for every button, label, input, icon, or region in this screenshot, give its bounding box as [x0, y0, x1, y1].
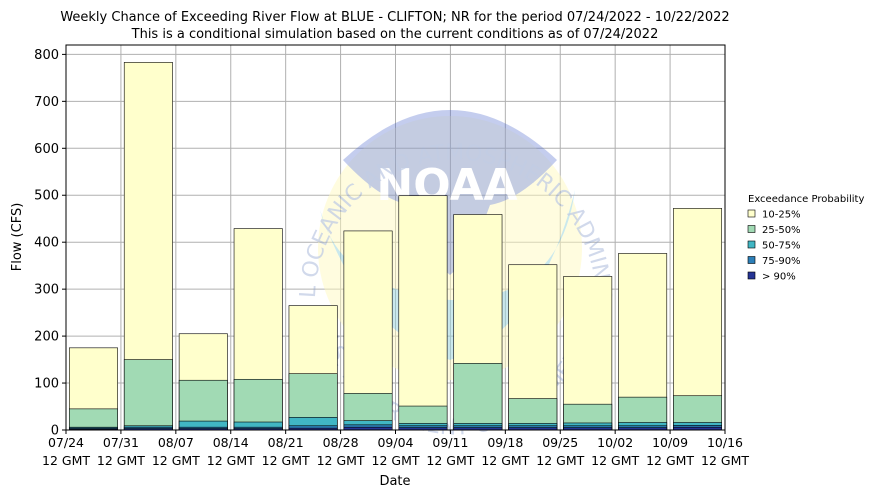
chart-title: Weekly Chance of Exceeding River Flow at…: [60, 10, 729, 25]
legend-label-5: > 90%: [762, 272, 796, 283]
x-tick-label-time-12: 12 GMT: [701, 453, 749, 468]
y-axis-ticks: 0 100 200 300 400 500 600 700 800: [34, 48, 66, 439]
y-axis-label: Flow (CFS): [10, 203, 25, 272]
y-tick-label-4: 400: [34, 236, 59, 251]
watermark-bird-shape: [343, 110, 557, 275]
y-tick-label-7: 700: [34, 95, 59, 110]
y-tick-label-3: 300: [34, 283, 59, 298]
x-tick-label-time-6: 12 GMT: [372, 453, 420, 468]
x-tick-label-time-10: 12 GMT: [591, 453, 639, 468]
x-tick-label-time-0: 12 GMT: [42, 453, 90, 468]
y-tick-label-1: 100: [34, 377, 59, 392]
x-tick-label-time-2: 12 GMT: [152, 453, 200, 468]
legend-swatch-1: [747, 209, 756, 218]
x-tick-label-time-4: 12 GMT: [262, 453, 310, 468]
x-tick-label-date-9: 09/25: [542, 435, 578, 450]
x-tick-label-time-1: 12 GMT: [97, 453, 145, 468]
x-tick-label-time-7: 12 GMT: [426, 453, 474, 468]
bar-week-2-series-2: [123, 359, 173, 431]
bar-week-1-series-2: [68, 408, 118, 431]
legend-swatch-3: [747, 240, 756, 249]
x-axis-ticks: 07/24 12 GMT 07/31 12 GMT 08/07 12 GMT 08/14 12…: [42, 430, 749, 468]
x-tick-label-date-11: 10/09: [652, 435, 688, 450]
x-tick-label-date-10: 10/02: [597, 435, 633, 450]
legend-title: Exceedance Probability: [748, 194, 864, 205]
legend-swatch-2: [747, 225, 756, 233]
x-tick-label-date-6: 09/04: [377, 435, 413, 450]
x-tick-label-date-0: 07/24: [48, 435, 84, 450]
y-tick-label-8: 800: [34, 48, 59, 63]
chart-subtitle: This is a conditional simulation based o…: [131, 27, 659, 42]
x-tick-label-date-12: 10/16: [707, 435, 743, 450]
y-tick-label-2: 200: [34, 330, 59, 345]
x-axis-label: Date: [379, 474, 410, 489]
x-tick-label-time-5: 12 GMT: [317, 453, 365, 468]
legend-swatch-5: [747, 271, 756, 280]
x-tick-label-date-3: 08/14: [213, 435, 249, 450]
y-tick-label-6: 600: [34, 142, 59, 157]
x-tick-label-time-8: 12 GMT: [481, 453, 529, 468]
legend-label-1: 10-25%: [762, 210, 801, 221]
bar-week-4-series-2: [233, 378, 283, 431]
x-tick-label-date-4: 08/21: [268, 435, 304, 450]
legend-label-2: 25-50%: [762, 225, 801, 236]
legend-swatch-4: [747, 256, 756, 264]
x-tick-label-date-2: 08/07: [158, 435, 194, 450]
legend: Exceedance Probability 10-25% 25-50% 50-75…: [747, 194, 864, 283]
x-tick-label-time-3: 12 GMT: [207, 453, 255, 468]
y-tick-label-0: 0: [51, 424, 59, 439]
bars-layer: [68, 62, 723, 431]
legend-label-3: 50-75%: [762, 241, 801, 252]
x-tick-label-time-11: 12 GMT: [646, 453, 694, 468]
x-tick-label-date-5: 08/28: [323, 435, 359, 450]
x-tick-label-date-1: 07/31: [103, 435, 139, 450]
y-tick-label-5: 500: [34, 189, 59, 204]
bar-week-7-series-1: [398, 195, 448, 431]
x-tick-label-time-9: 12 GMT: [536, 453, 584, 468]
x-tick-label-date-7: 09/11: [432, 435, 468, 450]
x-tick-label-date-8: 09/18: [487, 435, 523, 450]
legend-label-4: 75-90%: [762, 256, 801, 267]
bar-week-8-series-2: [453, 363, 503, 431]
